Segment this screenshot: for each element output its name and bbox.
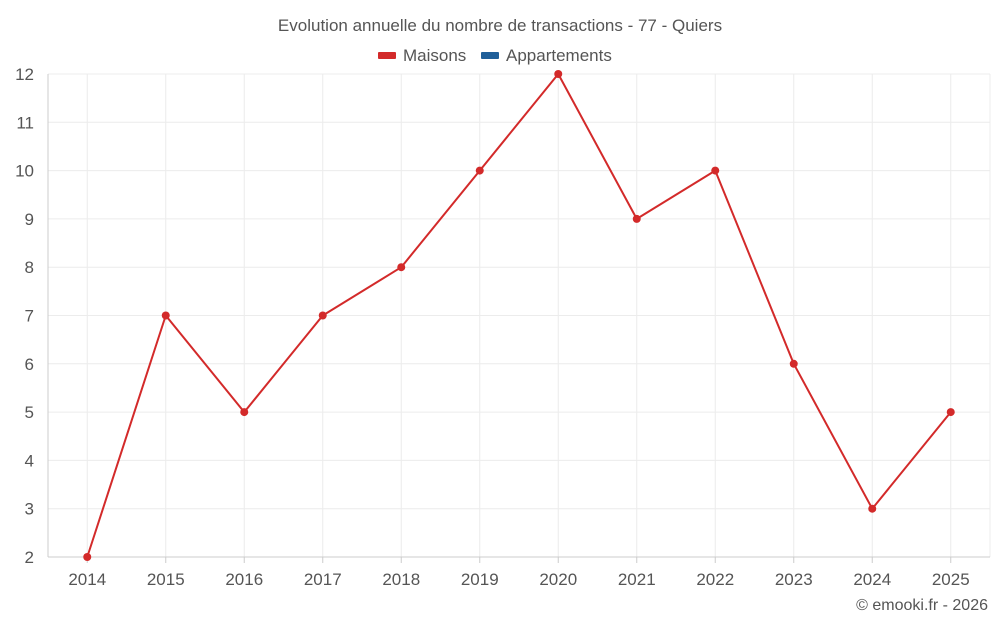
chart-title: Evolution annuelle du nombre de transact… bbox=[278, 16, 722, 35]
x-tick-label: 2017 bbox=[304, 570, 342, 589]
x-tick-label: 2015 bbox=[147, 570, 185, 589]
x-tick-label: 2014 bbox=[68, 570, 106, 589]
legend-label-appartements: Appartements bbox=[506, 46, 612, 65]
y-tick-label: 3 bbox=[25, 500, 34, 519]
legend-item-appartements[interactable]: Appartements bbox=[481, 46, 612, 65]
y-tick-label: 7 bbox=[25, 307, 34, 326]
data-point[interactable] bbox=[868, 504, 877, 513]
x-tick-label: 2018 bbox=[382, 570, 420, 589]
y-tick-labels: 2 3 4 5 6 7 8 9 10 11 12 bbox=[15, 65, 34, 567]
y-tick-label: 9 bbox=[25, 210, 34, 229]
x-tick-label: 2019 bbox=[461, 570, 499, 589]
y-tick-label: 5 bbox=[25, 403, 34, 422]
data-point[interactable] bbox=[789, 359, 798, 368]
legend-swatch-maisons bbox=[378, 52, 396, 59]
legend: Maisons Appartements bbox=[378, 46, 612, 65]
legend-swatch-appartements bbox=[481, 52, 499, 59]
data-point[interactable] bbox=[475, 166, 484, 175]
y-tick-label: 10 bbox=[15, 162, 34, 181]
series-line-maisons bbox=[86, 73, 952, 558]
x-tick-labels: 2014 2015 2016 2017 2018 2019 2020 2021 2022 2023… bbox=[68, 570, 969, 589]
y-tick-label: 11 bbox=[16, 113, 34, 132]
data-point[interactable] bbox=[711, 166, 720, 175]
series-maisons bbox=[83, 70, 955, 561]
data-point[interactable] bbox=[83, 553, 92, 561]
x-tick-label: 2016 bbox=[225, 570, 263, 589]
y-tick-label: 6 bbox=[25, 355, 34, 374]
legend-label-maisons: Maisons bbox=[403, 46, 466, 65]
x-tick-label: 2020 bbox=[539, 570, 577, 589]
y-tick-label: 2 bbox=[25, 548, 34, 567]
x-tick-label: 2022 bbox=[696, 570, 734, 589]
data-point[interactable] bbox=[554, 70, 563, 78]
x-tick-label: 2025 bbox=[932, 570, 970, 589]
y-tick-label: 12 bbox=[15, 65, 34, 84]
y-tick-label: 4 bbox=[25, 451, 34, 470]
credit-text: © emooki.fr - 2026 bbox=[856, 597, 988, 614]
legend-item-maisons[interactable]: Maisons bbox=[378, 46, 466, 65]
x-tick-label: 2023 bbox=[775, 570, 813, 589]
y-tick-label: 8 bbox=[25, 258, 34, 277]
data-point[interactable] bbox=[946, 408, 955, 417]
data-point[interactable] bbox=[632, 214, 641, 223]
data-point[interactable] bbox=[240, 408, 249, 417]
x-tick-label: 2021 bbox=[618, 570, 656, 589]
axes bbox=[47, 74, 990, 563]
x-tick-label: 2024 bbox=[853, 570, 891, 589]
gridlines bbox=[48, 73, 991, 557]
data-point[interactable] bbox=[318, 311, 327, 320]
data-point[interactable] bbox=[397, 263, 406, 272]
data-point[interactable] bbox=[161, 311, 170, 320]
